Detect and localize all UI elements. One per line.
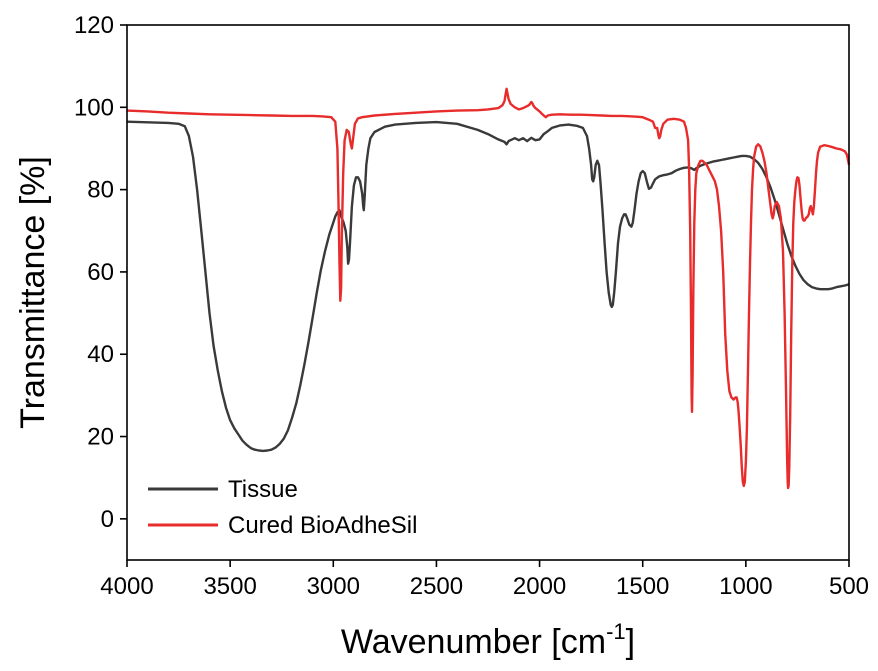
y-tick-label: 20 <box>87 424 114 451</box>
x-axis-title: Wavenumber [cm-1] <box>341 619 635 661</box>
x-tick-label: 1000 <box>719 573 772 600</box>
x-tick-label: 2000 <box>513 573 566 600</box>
y-tick-label: 100 <box>74 94 114 121</box>
y-tick-label: 60 <box>87 259 114 286</box>
plot-frame <box>126 24 850 561</box>
ticks-layer: 4000 3500 3000 2500 2000 1500 1000 500 0 20 40 60 80… <box>74 12 869 600</box>
y-tick-label: 80 <box>87 177 114 204</box>
x-axis-title-superscript: -1 <box>606 619 626 644</box>
x-tick-label: 3500 <box>203 573 256 600</box>
series-line-2 <box>126 87 851 490</box>
series-layer <box>126 87 851 490</box>
legend-label-1: Tissue <box>228 476 298 503</box>
y-tick-label: 0 <box>101 506 114 533</box>
x-tick-label: 3000 <box>307 573 360 600</box>
legend-label-2: Cured BioAdheSil <box>228 512 417 539</box>
x-axis-title-main: Wavenumber [cm <box>341 623 606 661</box>
x-tick-label: 4000 <box>100 573 153 600</box>
x-tick-label: 1500 <box>616 573 669 600</box>
legend: Tissue Cured BioAdheSil <box>148 476 417 539</box>
x-tick-label: 500 <box>829 573 869 600</box>
x-axis-title-suffix: ] <box>626 623 635 661</box>
x-tick-label: 2500 <box>410 573 463 600</box>
y-tick-label: 120 <box>74 12 114 39</box>
axes-layer <box>126 24 850 561</box>
series-line-1 <box>126 120 850 453</box>
y-axis-title: Transmittance [%] <box>14 156 52 429</box>
y-tick-label: 40 <box>87 341 114 368</box>
